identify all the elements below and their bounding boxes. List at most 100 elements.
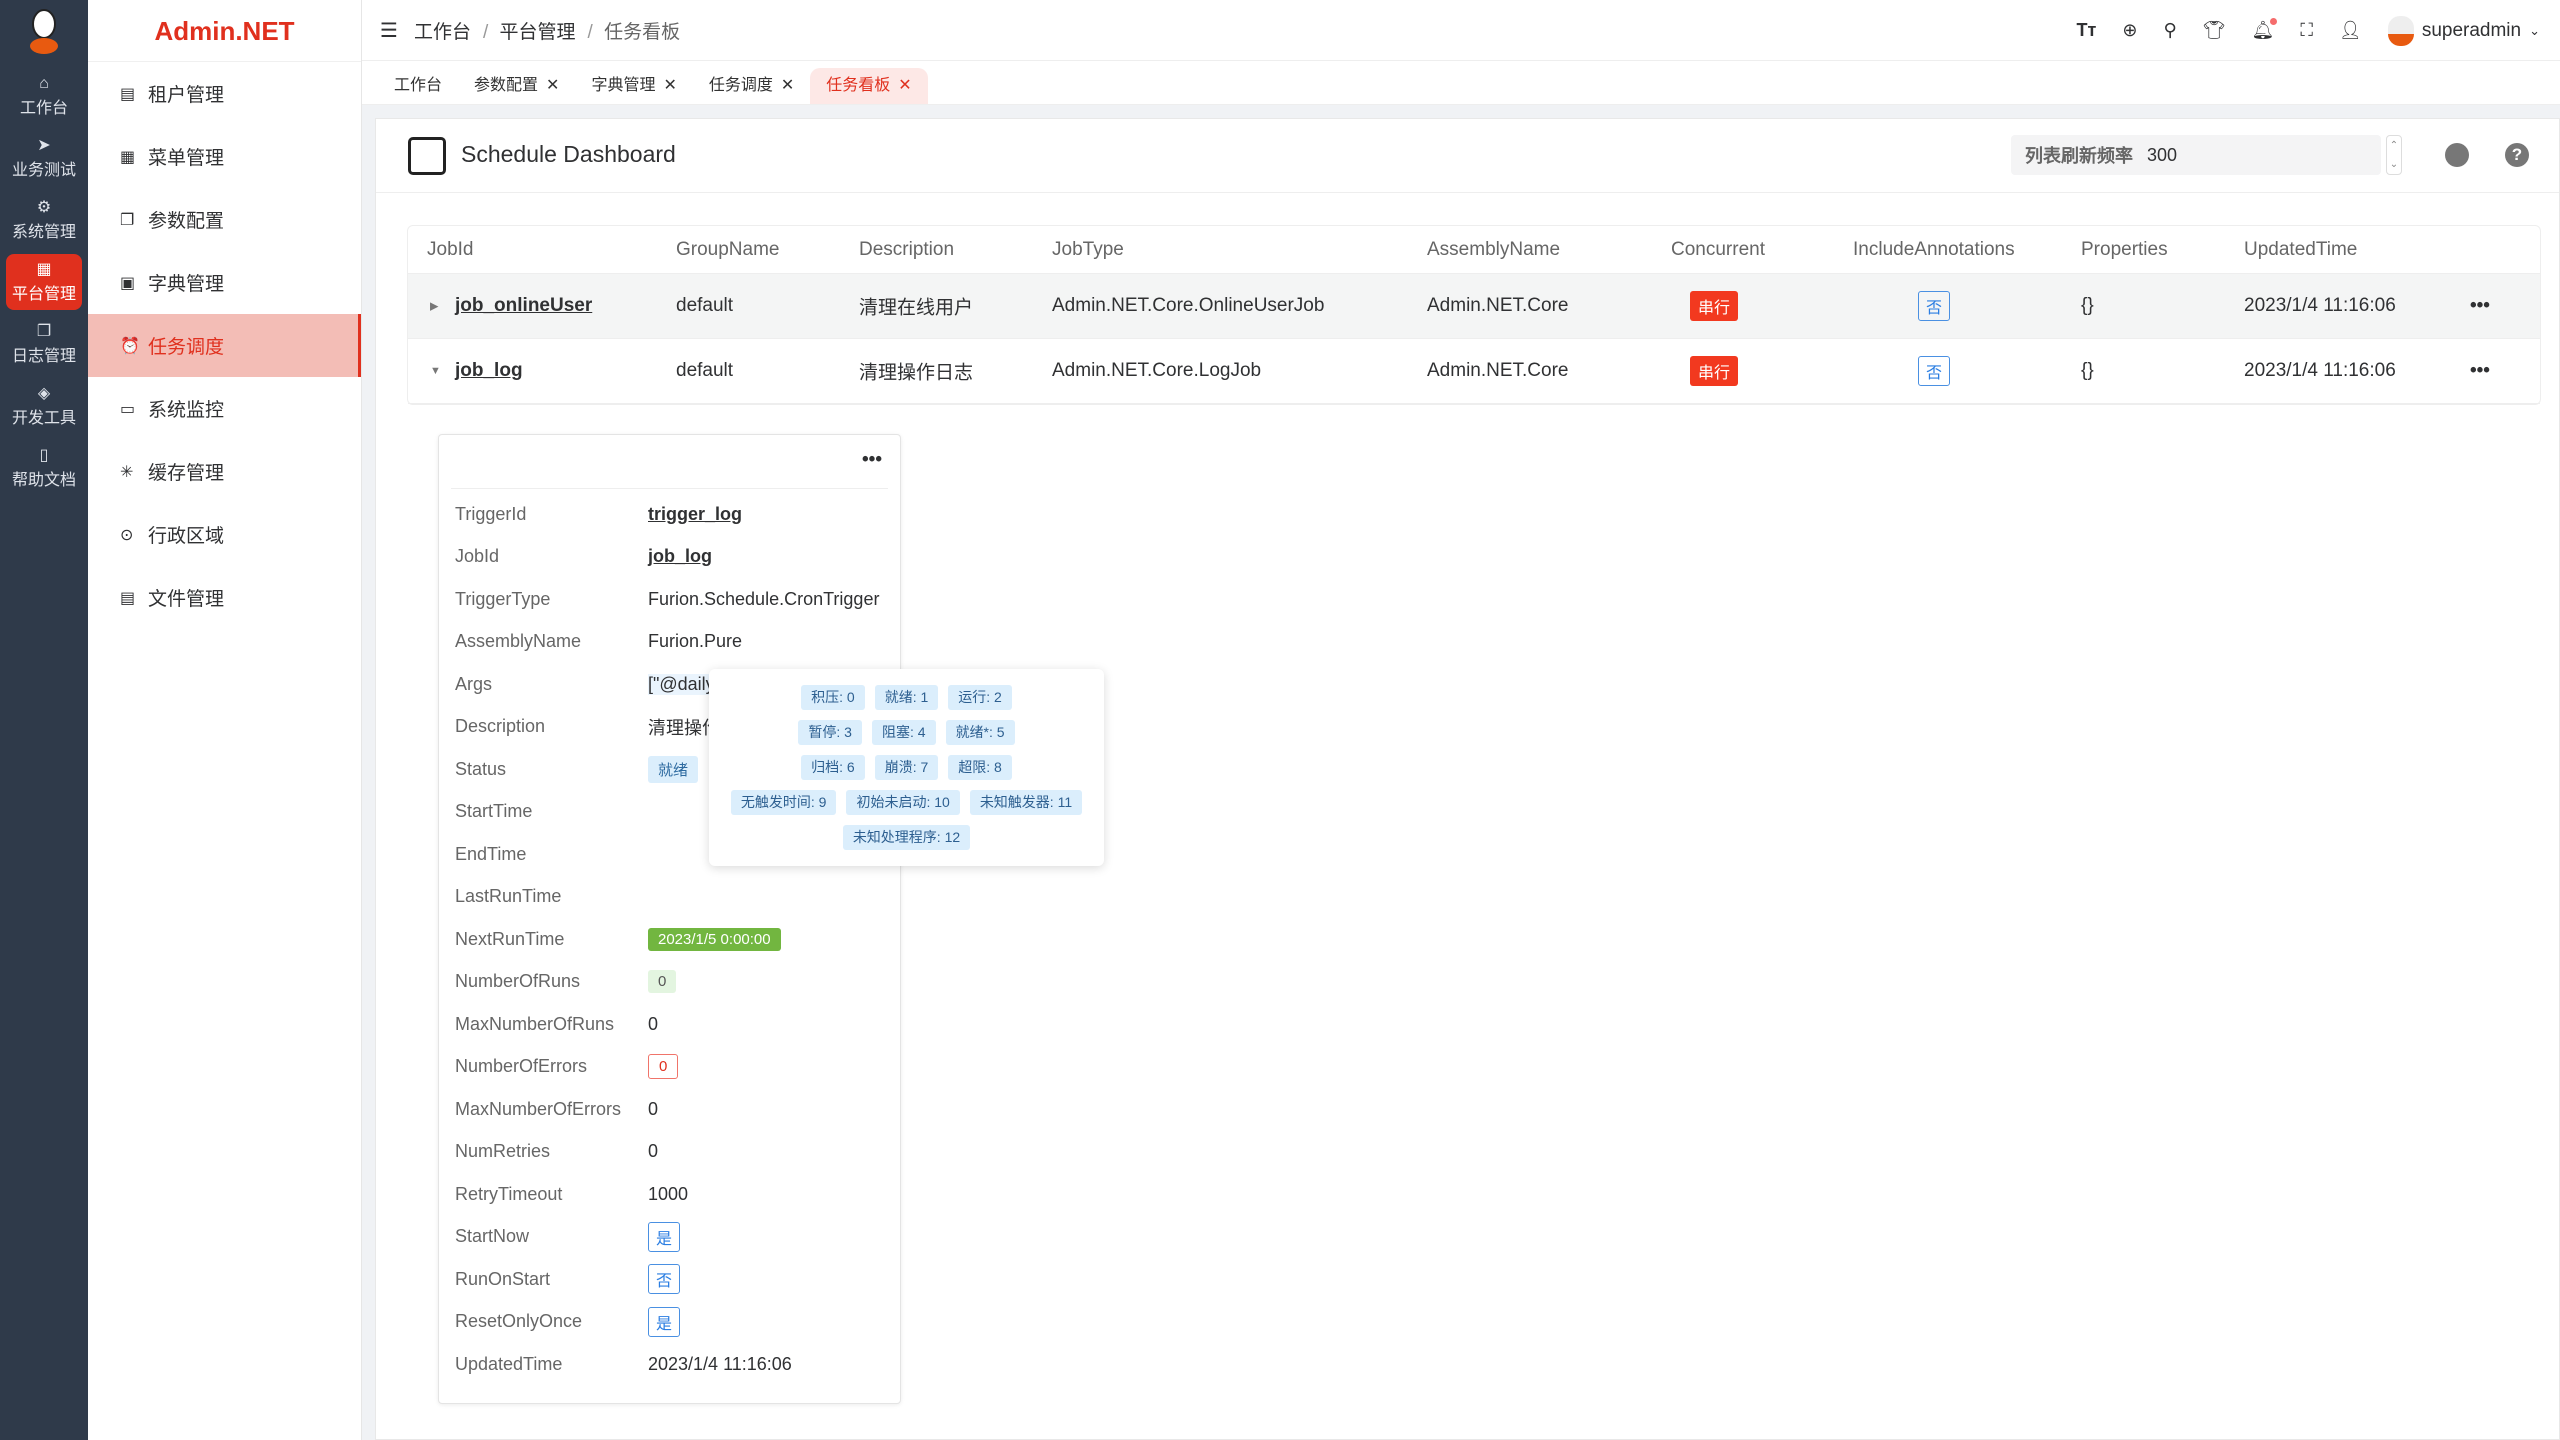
grid-icon: ▦ <box>36 261 52 278</box>
tab-label: 任务调度 <box>708 77 773 94</box>
column-header[interactable]: UpdatedTime <box>2244 238 2358 260</box>
sidebar-item-icon: ❐ <box>120 211 135 229</box>
detail-row: LastRunTime <box>455 882 890 912</box>
detail-label: ResetOnlyOnce <box>455 1311 583 1331</box>
sidebar-item[interactable]: ⏰ 任务调度 <box>88 314 361 377</box>
status-row: 未知处理程序: 12 <box>842 825 971 850</box>
font-size-icon[interactable]: Tт <box>2076 20 2097 40</box>
column-header[interactable]: Concurrent <box>1671 238 1765 260</box>
detail-value: 是 <box>648 1306 681 1337</box>
refresh-frequency-value[interactable]: 300 <box>2147 144 2178 165</box>
status-tag: 阻塞: 4 <box>871 720 936 745</box>
cell-jobId[interactable]: job_onlineUser <box>455 295 593 316</box>
bell-icon[interactable]: 🔔︎ <box>2251 18 2278 41</box>
gear-icon: ⚙ <box>36 199 52 216</box>
close-icon[interactable]: ✕ <box>898 77 912 94</box>
detail-value: 0 <box>648 1013 659 1034</box>
sidebar-item-label: 字典管理 <box>148 274 225 295</box>
rail-item-7[interactable]: ▯ 帮助文档 <box>6 440 82 496</box>
search-icon[interactable]: ⚲ <box>2163 20 2177 40</box>
close-icon[interactable]: ✕ <box>546 77 560 94</box>
tab-1[interactable]: 工作台 <box>378 68 458 104</box>
rail-item-5[interactable]: ❐ 日志管理 <box>6 316 82 372</box>
rail-item-label: 业务测试 <box>11 162 76 179</box>
cell-concurrent: 串行 <box>1690 356 1739 386</box>
breadcrumb-item[interactable]: 平台管理 <box>499 21 576 43</box>
detail-value[interactable]: 就绪 <box>648 755 699 783</box>
status-tag: 无触发时间: 9 <box>730 790 837 815</box>
fullscreen-icon[interactable]: ⛶ <box>2300 20 2313 40</box>
tab-bar: 工作台 参数配置 ✕ 字典管理 ✕ 任务调度 ✕ 任务看板 ✕ <box>362 61 2560 105</box>
breadcrumb-item[interactable]: 工作台 <box>413 21 471 43</box>
detail-row: StartTime <box>455 797 890 827</box>
detail-label: LastRunTime <box>455 886 562 906</box>
rail-item-2[interactable]: ➤ 业务测试 <box>6 130 82 186</box>
more-icon[interactable]: ••• <box>2470 295 2490 316</box>
column-header[interactable]: Description <box>859 238 955 260</box>
column-header[interactable]: JobType <box>1052 238 1124 260</box>
sidebar-item[interactable]: ✳ 缓存管理 <box>88 440 361 503</box>
caret-down-icon[interactable]: ▼ <box>430 365 441 377</box>
column-header[interactable]: AssemblyName <box>1427 238 1561 260</box>
close-icon[interactable]: ✕ <box>780 77 795 94</box>
rail-item-1[interactable]: ⌂ 工作台 <box>6 68 82 124</box>
detail-value: Furion.Pure <box>648 631 743 651</box>
detail-label: EndTime <box>455 843 527 864</box>
tab-4[interactable]: 任务调度 ✕ <box>693 68 810 104</box>
caret-right-icon[interactable]: ▶ <box>430 300 439 313</box>
sidebar-item[interactable]: ▤ 租户管理 <box>88 62 361 125</box>
detail-row: JobId job_log <box>455 542 890 572</box>
rail-item-6[interactable]: ◈ 开发工具 <box>6 378 82 434</box>
detail-value[interactable]: trigger_log <box>648 503 743 524</box>
user-menu[interactable]: superadmin ⌄ <box>2387 15 2540 46</box>
sidebar-item-icon: ✳ <box>120 463 134 481</box>
theme-shirt-icon[interactable]: 👕︎ <box>2202 20 2226 40</box>
status-tag: 崩溃: 7 <box>874 755 939 780</box>
status-tag: 就绪: 1 <box>874 685 939 710</box>
cell-type: Admin.NET.Core.OnlineUserJob <box>1052 295 1325 316</box>
menu-toggle-icon[interactable]: ☰ <box>380 19 398 42</box>
more-icon[interactable]: ••• <box>862 449 882 470</box>
detail-value: Furion.Schedule.CronTrigger <box>648 588 880 609</box>
table-row[interactable]: ▼ job_log default 清理操作日志 Admin.NET.Core.LogJ… <box>408 339 2540 404</box>
tab-5[interactable]: 任务看板 ✕ <box>810 68 928 104</box>
cell-assembly: Admin.NET.Core <box>1427 295 1569 316</box>
detail-value[interactable]: job_log <box>648 546 712 566</box>
table-row[interactable]: ▶ job_onlineUser default 清理在线用户 Admin.NET.Co… <box>408 274 2540 339</box>
language-icon[interactable]: ⊕ <box>2122 20 2138 40</box>
sidebar-item[interactable]: ▭ 系统监控 <box>88 377 361 440</box>
home-icon: ⌂ <box>39 75 49 92</box>
sidebar-item[interactable]: ▦ 菜单管理 <box>88 125 361 188</box>
cell-jobId[interactable]: job_log <box>455 360 523 381</box>
detail-row: Status 就绪 <box>455 754 890 784</box>
sidebar-item[interactable]: ❐ 参数配置 <box>88 188 361 251</box>
sidebar-item[interactable]: ⊙ 行政区域 <box>88 503 361 566</box>
sidebar-item[interactable]: ▤ 文件管理 <box>88 566 361 629</box>
sidebar-item[interactable]: ▣ 字典管理 <box>88 251 361 314</box>
refresh-frequency-input[interactable]: 列表刷新频率 300 <box>2011 135 2381 175</box>
more-icon[interactable]: ••• <box>2470 360 2490 381</box>
moon-icon[interactable] <box>2445 143 2469 167</box>
rail-item-label: 工作台 <box>19 100 68 117</box>
status-tag: 就绪*: 5 <box>945 720 1015 745</box>
tab-2[interactable]: 参数配置 ✕ <box>458 68 575 104</box>
user-icon[interactable]: 👤︎ <box>2338 20 2362 40</box>
column-header[interactable]: GroupName <box>676 238 780 260</box>
status-tag: 超限: 8 <box>948 755 1012 780</box>
column-header[interactable]: JobId <box>427 238 474 260</box>
help-icon[interactable]: ? <box>2505 143 2529 167</box>
column-header[interactable]: Properties <box>2081 238 2168 260</box>
tab-3[interactable]: 字典管理 ✕ <box>575 68 692 104</box>
sidebar-item-icon: ▭ <box>120 400 136 418</box>
frequency-stepper[interactable]: ⌃ ⌄ <box>2386 135 2402 175</box>
rail-item-label: 开发工具 <box>11 410 76 427</box>
detail-label: UpdatedTime <box>455 1353 563 1374</box>
rail-item-label: 系统管理 <box>11 224 76 241</box>
rail-item-4[interactable]: ▦ 平台管理 <box>6 254 82 310</box>
cell-desc: 清理在线用户 <box>859 297 974 319</box>
cell-updated: 2023/1/4 11:16:06 <box>2244 295 2396 316</box>
column-header[interactable]: IncludeAnnotations <box>1853 238 2015 260</box>
close-icon[interactable]: ✕ <box>663 77 677 94</box>
rail-item-3[interactable]: ⚙ 系统管理 <box>6 192 82 248</box>
rail-item-label: 日志管理 <box>11 348 76 365</box>
